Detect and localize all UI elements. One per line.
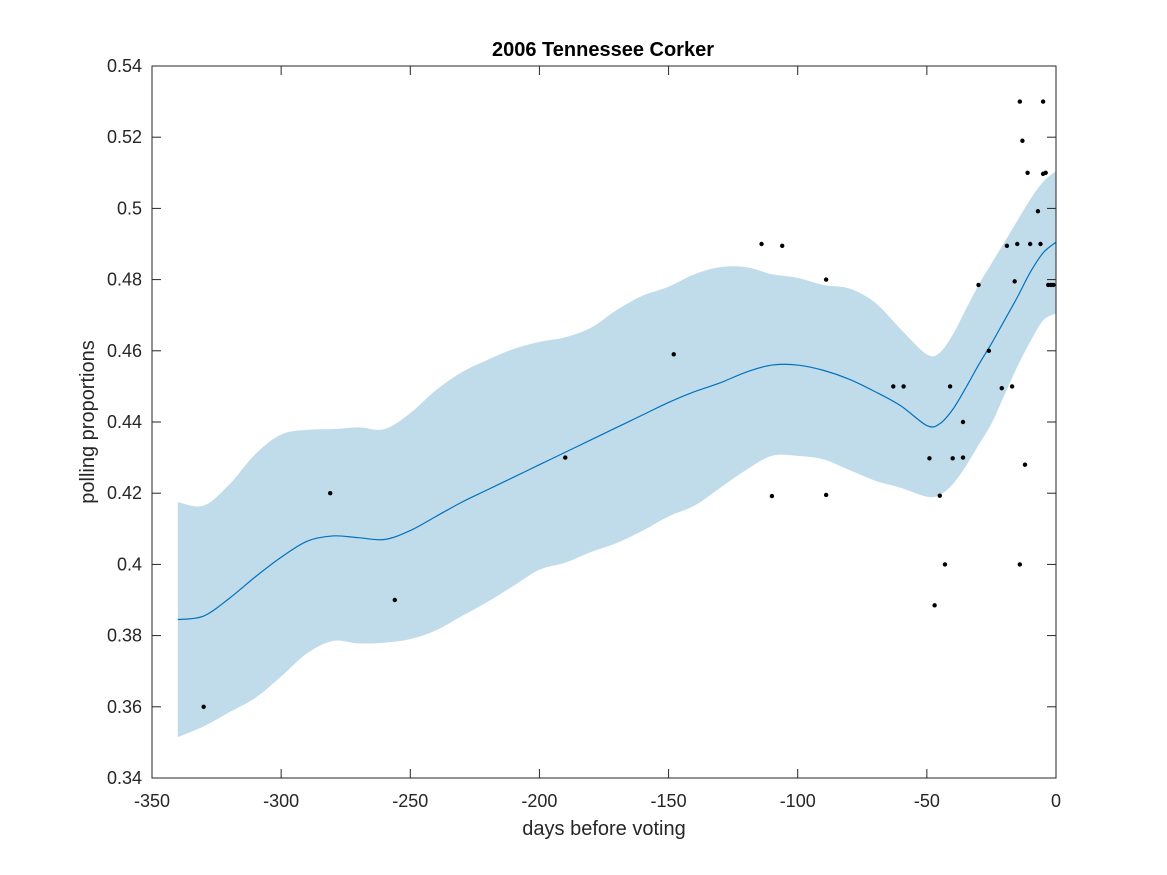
data-point xyxy=(1043,170,1048,175)
y-tick-label: 0.52 xyxy=(107,127,142,147)
x-tick-label: -250 xyxy=(392,791,428,811)
data-point xyxy=(1038,241,1043,247)
y-axis-label: polling proportions xyxy=(77,340,99,503)
chart-title: 2006 Tennessee Corker xyxy=(492,39,714,61)
data-point xyxy=(942,562,948,567)
data-point xyxy=(927,456,932,461)
data-point xyxy=(976,282,981,288)
data-point xyxy=(1040,99,1046,104)
data-point xyxy=(328,491,333,496)
data-point xyxy=(1035,209,1041,214)
y-tick-label: 0.38 xyxy=(107,626,142,646)
data-point xyxy=(1004,243,1010,248)
y-tick-label: 0.44 xyxy=(107,412,142,432)
data-point xyxy=(1025,170,1030,175)
data-point xyxy=(823,492,829,498)
data-point xyxy=(999,385,1004,391)
data-point xyxy=(1051,282,1056,288)
data-point xyxy=(392,597,397,603)
data-point xyxy=(1017,99,1023,104)
data-point xyxy=(960,419,966,425)
data-point xyxy=(1017,562,1023,567)
data-point xyxy=(1020,138,1025,143)
y-axis: 0.34 0.36 0.38 0.4 0.42 0.44 0.46 0.48 0.5 0.52 0.… xyxy=(107,56,1056,788)
data-point xyxy=(759,241,764,247)
data-point xyxy=(671,352,676,357)
data-point xyxy=(780,243,785,248)
y-tick-label: 0.46 xyxy=(107,341,142,361)
x-tick-label: -150 xyxy=(651,791,687,811)
y-tick-label: 0.36 xyxy=(107,697,142,717)
data-point xyxy=(986,348,992,353)
data-point xyxy=(769,493,775,499)
data-point xyxy=(950,456,955,461)
data-point xyxy=(1009,384,1015,389)
data-point xyxy=(563,455,568,460)
data-point xyxy=(823,277,829,282)
x-tick-label: -50 xyxy=(914,791,940,811)
y-tick-label: 0.54 xyxy=(107,56,142,76)
confidence-band xyxy=(177,171,1056,738)
data-point xyxy=(201,704,206,709)
x-axis-label: days before voting xyxy=(522,818,685,840)
data-point xyxy=(947,384,953,389)
x-tick-label: -100 xyxy=(780,791,816,811)
data-points xyxy=(201,99,1056,709)
y-tick-label: 0.34 xyxy=(107,768,142,788)
y-tick-label: 0.42 xyxy=(107,483,142,503)
x-tick-label: 0 xyxy=(1051,791,1061,811)
data-point xyxy=(1015,241,1020,247)
x-axis: -350 -300 -250 -200 -150 -100 -50 0 xyxy=(134,66,1061,811)
y-tick-label: 0.4 xyxy=(117,554,142,574)
data-point xyxy=(1012,279,1017,284)
plot-area xyxy=(151,65,1057,779)
data-point xyxy=(1027,241,1033,247)
y-tick-label: 0.48 xyxy=(107,270,142,290)
x-tick-label: -200 xyxy=(521,791,557,811)
fit-line xyxy=(177,241,1057,621)
x-tick-label: -300 xyxy=(263,791,299,811)
data-point xyxy=(937,493,942,498)
data-point xyxy=(960,455,966,460)
x-tick-label: -350 xyxy=(134,791,170,811)
data-point xyxy=(932,603,937,608)
data-point xyxy=(1022,462,1028,467)
y-tick-label: 0.5 xyxy=(117,198,142,218)
data-point xyxy=(901,384,906,389)
data-point xyxy=(891,384,896,389)
